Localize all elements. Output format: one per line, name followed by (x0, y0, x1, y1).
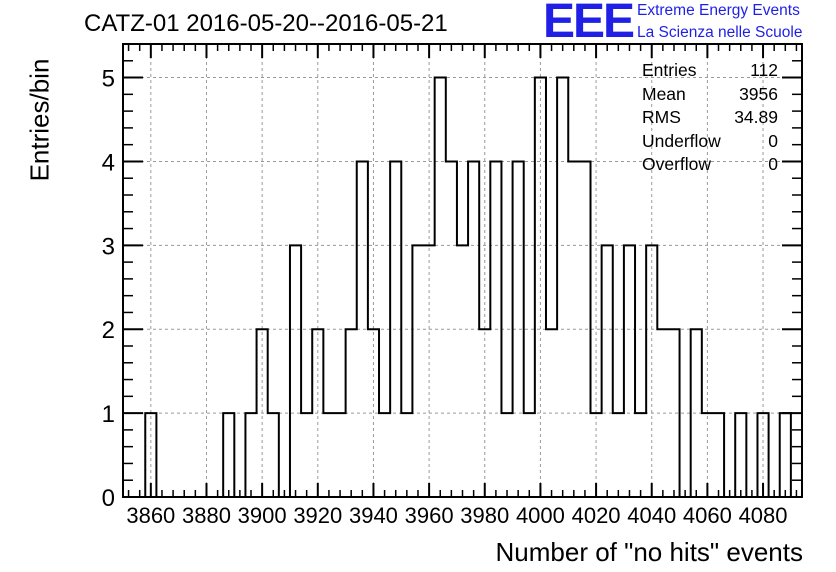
y-axis-label: Entries/bin (24, 58, 55, 182)
histogram-step-line (123, 76, 802, 498)
stat-value: 0 (768, 130, 778, 151)
x-tick-label: 3880 (182, 503, 231, 528)
y-tick-label: 5 (102, 66, 115, 93)
x-tick-label: 4060 (683, 503, 732, 528)
y-tick-label: 0 (102, 485, 115, 512)
grid-lines (123, 44, 802, 497)
y-tick-label: 3 (102, 233, 115, 260)
x-tick-label: 3980 (460, 503, 509, 528)
stat-row-entries: Entries 112 (642, 59, 778, 83)
stat-row-mean: Mean 3956 (642, 83, 778, 107)
stat-label: RMS (642, 107, 681, 127)
logo-line-1: Extreme Energy Events (637, 2, 800, 19)
stat-label: Overflow (642, 154, 712, 174)
x-tick-label: 3940 (349, 503, 398, 528)
logo-line-2: La Scienza nelle Scuole (637, 24, 803, 41)
y-tick-label: 1 (102, 401, 115, 428)
stat-value: 3956 (739, 83, 778, 104)
eee-logo: EEE (543, 0, 635, 48)
stat-row-rms: RMS 34.89 (642, 106, 778, 130)
x-tick-label: 3860 (126, 503, 175, 528)
plot-frame (122, 43, 803, 498)
stat-row-overflow: Overflow 0 (642, 153, 778, 177)
stat-value: 34.89 (734, 107, 778, 127)
stat-label: Entries (642, 60, 697, 80)
stats-box: Entries 112 Mean 3956 RMS 34.89 Underflo… (642, 59, 778, 177)
stat-row-underflow: Underflow 0 (642, 130, 778, 154)
y-tick-labels: 0 1 2 3 4 5 (102, 66, 115, 512)
x-tick-label: 4000 (516, 503, 565, 528)
x-axis-label: Number of "no hits" events (495, 537, 804, 567)
x-tick-label: 3920 (293, 503, 342, 528)
x-tick-label: 3900 (238, 503, 287, 528)
y-tick-label: 2 (102, 317, 115, 344)
y-axis-label-container: Entries/bin (20, 40, 60, 200)
stat-value: 0 (768, 154, 778, 174)
y-axis-ticks (123, 60, 802, 498)
stat-label: Underflow (642, 130, 721, 151)
x-tick-label: 4080 (739, 503, 788, 528)
x-axis-ticks (127, 44, 798, 497)
x-tick-label: 4020 (572, 503, 621, 528)
x-tick-label: 3960 (405, 503, 454, 528)
stat-label: Mean (642, 83, 686, 104)
y-tick-label: 4 (102, 149, 115, 176)
stat-value: 112 (750, 60, 778, 80)
chart-title: CATZ-01 2016-05-20--2016-05-21 (84, 10, 448, 37)
x-tick-labels: 3860 3880 3900 3920 3940 3960 3980 4000 4020 4040… (126, 503, 787, 528)
x-tick-label: 4040 (627, 503, 676, 528)
